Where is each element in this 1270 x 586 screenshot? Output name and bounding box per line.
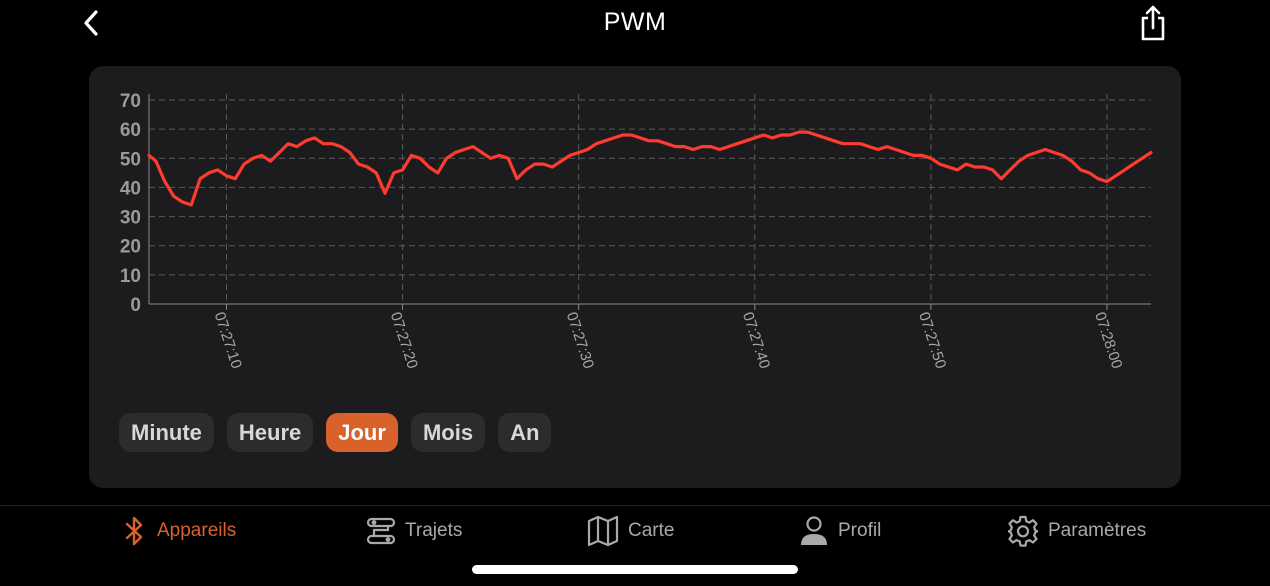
tab-trajets-label: Trajets (405, 520, 463, 541)
y-tick-label: 0 (130, 295, 141, 316)
route-icon (366, 517, 396, 545)
header: PWM (0, 0, 1270, 48)
y-tick-label: 40 (120, 178, 141, 199)
tab-trajets[interactable]: Trajets (366, 514, 462, 548)
y-tick-label: 10 (120, 266, 141, 287)
x-tick-group: 07:28:00 (1091, 310, 1125, 371)
y-tick-label: 20 (120, 237, 141, 258)
tab-carte[interactable]: Carte (587, 514, 674, 548)
x-tick-group: 07:27:10 (211, 310, 245, 371)
bluetooth-icon (125, 516, 143, 546)
period-an-button[interactable]: An (498, 413, 552, 452)
chevron-left-icon (84, 10, 98, 36)
x-tick-group: 07:27:20 (387, 310, 421, 371)
tab-parametres[interactable]: Paramètres (1007, 514, 1146, 548)
x-tick-label: 07:27:50 (915, 310, 949, 371)
tab-profil-label: Profil (838, 520, 882, 541)
period-heure-button[interactable]: Heure (226, 413, 314, 452)
gear-icon (1007, 515, 1039, 547)
y-tick-label: 70 (120, 91, 141, 112)
x-tick-label: 07:28:00 (1091, 310, 1125, 371)
home-indicator (472, 565, 798, 574)
map-icon (587, 515, 619, 547)
y-tick-label: 30 (120, 208, 141, 229)
share-icon (1141, 5, 1165, 41)
chart-card: 0 10 20 30 40 50 60 70 07:27:10 07:27:20 07:27:30 0… (89, 66, 1181, 488)
y-tick-label: 60 (120, 120, 141, 141)
period-mois-button[interactable]: Mois (410, 413, 486, 452)
x-tick-group: 07:27:50 (915, 310, 949, 371)
y-tick-label: 50 (120, 149, 141, 170)
x-tick-label: 07:27:10 (211, 310, 245, 371)
tab-appareils[interactable]: Appareils (122, 514, 236, 548)
period-selector: Minute Heure Jour Mois An (119, 413, 552, 452)
period-jour-button[interactable]: Jour (326, 413, 398, 452)
tab-parametres-label: Paramètres (1048, 520, 1147, 541)
pwm-line-chart: 0 10 20 30 40 50 60 70 07:27:10 07:27:20 07:27:30 0… (120, 91, 1153, 371)
period-minute-button[interactable]: Minute (119, 413, 214, 452)
x-tick-group: 07:27:40 (739, 310, 773, 371)
share-button[interactable] (1136, 4, 1170, 42)
page-title: PWM (603, 8, 667, 36)
pwm-series-line (147, 130, 1153, 207)
tab-carte-label: Carte (628, 520, 675, 541)
tab-profil[interactable]: Profil (799, 514, 881, 548)
x-tick-label: 07:27:30 (563, 310, 597, 371)
x-tick-label: 07:27:40 (739, 310, 773, 371)
tab-appareils-label: Appareils (157, 520, 237, 541)
x-tick-label: 07:27:20 (387, 310, 421, 371)
x-tick-group: 07:27:30 (563, 310, 597, 371)
person-icon (801, 516, 827, 545)
back-button[interactable] (76, 6, 108, 40)
